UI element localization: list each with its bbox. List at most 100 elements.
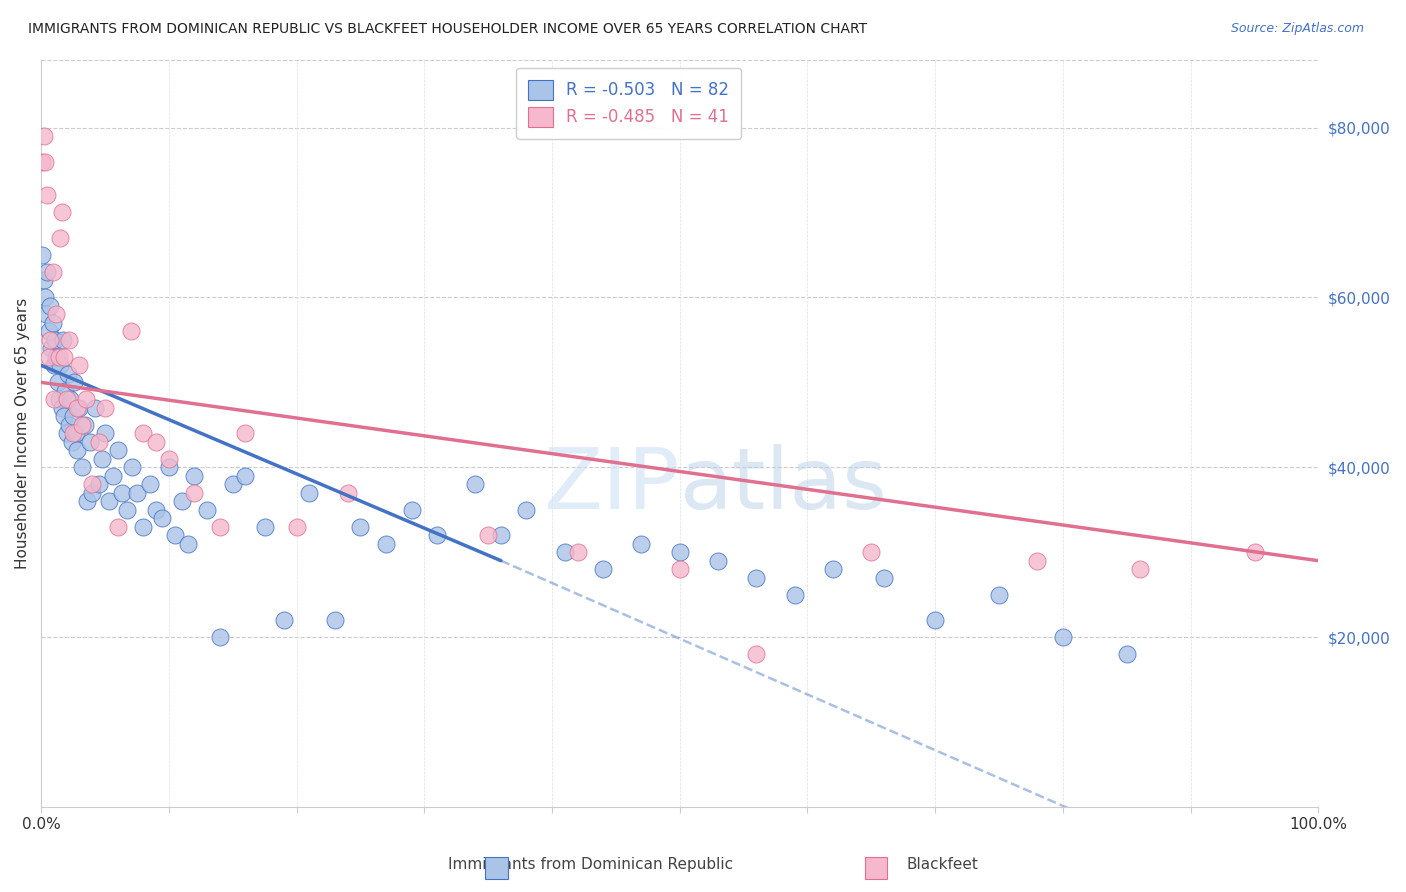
Point [170,494,193,508]
Point [107,519,129,533]
Point [44,333,66,347]
Point [1052,630,1074,644]
Point [107,443,129,458]
Text: Immigrants from Dominican Republic: Immigrants from Dominican Republic [449,857,733,872]
Text: atlas: atlas [679,444,887,527]
Point [41,342,63,356]
Legend: R = -0.503   N = 82, R = -0.485   N = 41: R = -0.503 N = 82, R = -0.485 N = 41 [516,68,741,138]
Point [1129,562,1152,576]
Point [32,273,55,287]
Point [73,417,96,432]
Point [554,545,576,559]
Point [79,434,101,449]
Point [668,562,690,576]
Point [34,154,56,169]
Point [94,401,117,415]
Point [235,468,257,483]
Point [668,545,690,559]
Point [515,502,537,516]
Point [235,426,257,441]
Point [152,511,174,525]
Point [924,613,946,627]
Point [707,554,730,568]
Point [70,417,93,432]
Point [83,401,105,415]
Point [125,485,148,500]
Point [988,588,1011,602]
Text: Source: ZipAtlas.com: Source: ZipAtlas.com [1230,22,1364,36]
Point [46,376,69,390]
Point [91,451,114,466]
Point [62,426,84,441]
Point [58,333,80,347]
Point [860,545,883,559]
Point [60,434,83,449]
Point [273,613,295,627]
Point [31,248,53,262]
Point [745,647,768,661]
Point [66,443,89,458]
Point [1026,554,1049,568]
Point [75,392,97,407]
Point [115,502,138,516]
Text: IMMIGRANTS FROM DOMINICAN REPUBLIC VS BLACKFEET HOUSEHOLDER INCOME OVER 65 YEARS: IMMIGRANTS FROM DOMINICAN REPUBLIC VS BL… [28,22,868,37]
Point [121,460,143,475]
Point [34,290,56,304]
Point [285,519,308,533]
Point [349,519,371,533]
Point [132,519,155,533]
Point [37,188,59,202]
Point [45,350,67,364]
Point [53,409,76,424]
Point [38,324,60,338]
Point [41,265,63,279]
Point [48,350,70,364]
Point [464,477,486,491]
Point [70,460,93,475]
Point [97,494,120,508]
Point [110,485,132,500]
Point [426,528,449,542]
Point [783,588,806,602]
Point [336,485,359,500]
Point [120,324,142,338]
Point [745,571,768,585]
Point [222,477,245,491]
Point [82,485,104,500]
Point [165,528,187,542]
Point [45,307,67,321]
Point [49,231,72,245]
Point [67,401,90,415]
Point [41,316,63,330]
Y-axis label: Householder Income Over 65 years: Householder Income Over 65 years [15,298,30,569]
Point [195,502,218,516]
Point [39,299,62,313]
Point [59,392,82,407]
Point [94,426,117,441]
Point [66,401,89,415]
Point [208,630,231,644]
Point [62,409,84,424]
Point [177,537,200,551]
Point [52,333,75,347]
Point [183,468,205,483]
Point [298,485,321,500]
Point [132,426,155,441]
Point [821,562,844,576]
Point [489,528,512,542]
Point [63,376,86,390]
Point [76,494,98,508]
Point [375,537,398,551]
Point [1115,647,1137,661]
Point [1243,545,1265,559]
Point [873,571,896,585]
Point [630,537,652,551]
Point [65,426,87,441]
Point [253,519,276,533]
Point [49,359,72,373]
Point [55,392,77,407]
Point [82,477,104,491]
Point [101,468,124,483]
Point [48,392,70,407]
Text: Blackfeet: Blackfeet [905,857,979,872]
